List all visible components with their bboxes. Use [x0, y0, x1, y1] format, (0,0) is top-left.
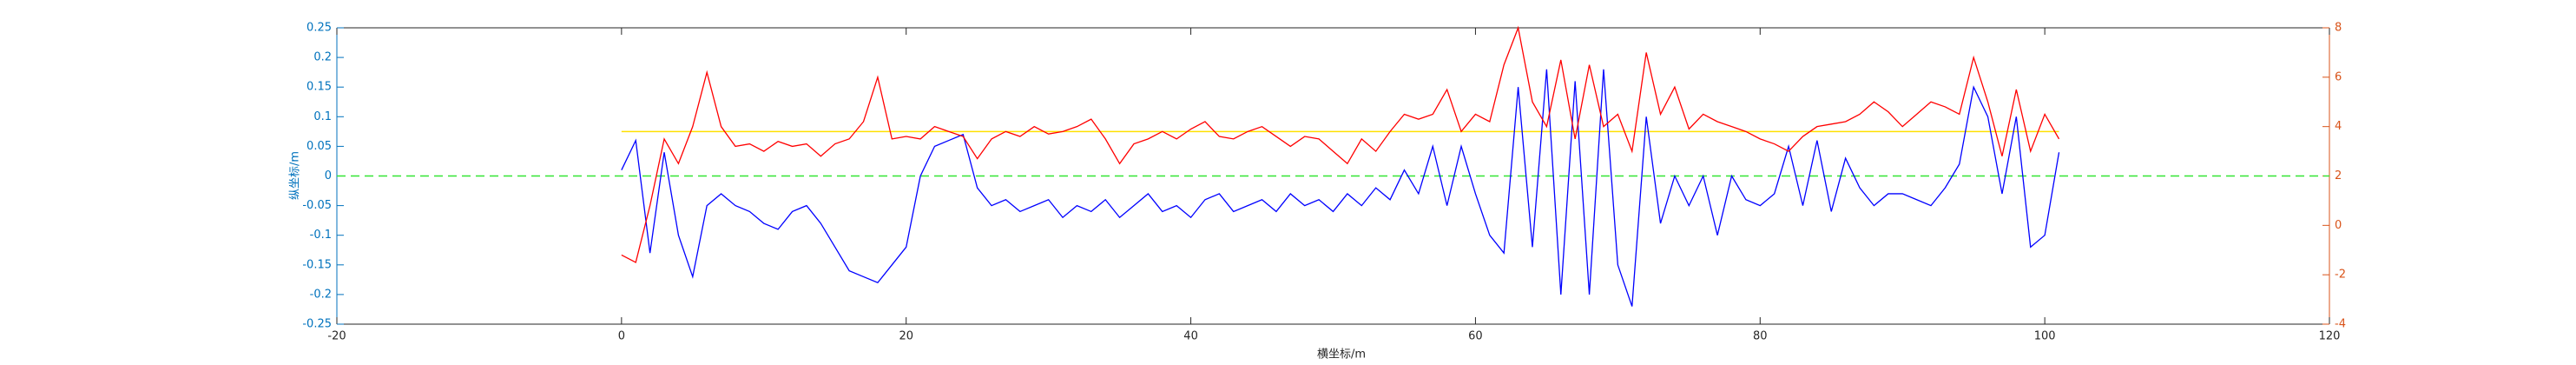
- x-axis-label: 横坐标/m: [1317, 348, 1366, 362]
- y-tick-label: -0.1: [310, 229, 332, 242]
- y2-tick-label: 4: [2335, 120, 2342, 133]
- x-tick-label: 80: [1753, 330, 1768, 343]
- y-tick-label: 0.25: [306, 22, 332, 35]
- y-tick-label: -0.2: [310, 288, 332, 301]
- y2-tick-label: -4: [2335, 318, 2346, 331]
- data-line: [621, 69, 2060, 307]
- y-tick-label: -0.05: [302, 199, 332, 212]
- y-tick-label: 0.15: [306, 81, 332, 94]
- y-tick-label: -0.15: [302, 258, 332, 271]
- x-tick-label: 20: [899, 330, 913, 343]
- data-line: [621, 25, 2060, 263]
- x-tick-label: 100: [2034, 330, 2056, 343]
- x-tick-label: -20: [327, 330, 346, 343]
- x-tick-label: 60: [1468, 330, 1483, 343]
- y2-tick-label: 6: [2335, 70, 2342, 83]
- y-tick-label: 0: [325, 169, 332, 182]
- y-axis-label: 纵坐标/m: [289, 151, 302, 200]
- y2-tick-label: 0: [2335, 219, 2342, 232]
- x-tick-label: 0: [618, 330, 625, 343]
- y-tick-label: 0.1: [313, 110, 332, 123]
- x-tick-label: 40: [1183, 330, 1198, 343]
- y-tick-label: -0.25: [302, 318, 332, 331]
- y2-tick-label: 8: [2335, 22, 2342, 35]
- y-tick-label: 0.2: [313, 51, 332, 64]
- y2-tick-label: -2: [2335, 269, 2346, 282]
- y2-tick-label: 2: [2335, 169, 2342, 182]
- y-tick-label: 0.05: [306, 140, 332, 153]
- x-tick-label: 120: [2319, 330, 2341, 343]
